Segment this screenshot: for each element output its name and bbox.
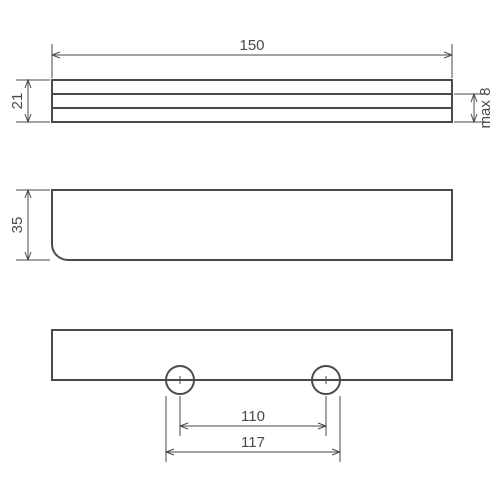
dim-width-label: 150: [239, 37, 264, 54]
dim-height-35-label: 35: [9, 217, 26, 234]
dimension-drawing: 150 21 max 8 35 110: [0, 0, 500, 500]
front-view: 35: [9, 190, 452, 260]
dim-117-label: 117: [241, 434, 265, 451]
bottom-view: 110 117: [52, 330, 452, 462]
dim-max8-label: max 8: [477, 88, 494, 129]
top-view: 150 21 max 8: [9, 37, 494, 128]
dim-110-label: 110: [241, 408, 265, 425]
dim-height-21-label: 21: [9, 93, 26, 110]
